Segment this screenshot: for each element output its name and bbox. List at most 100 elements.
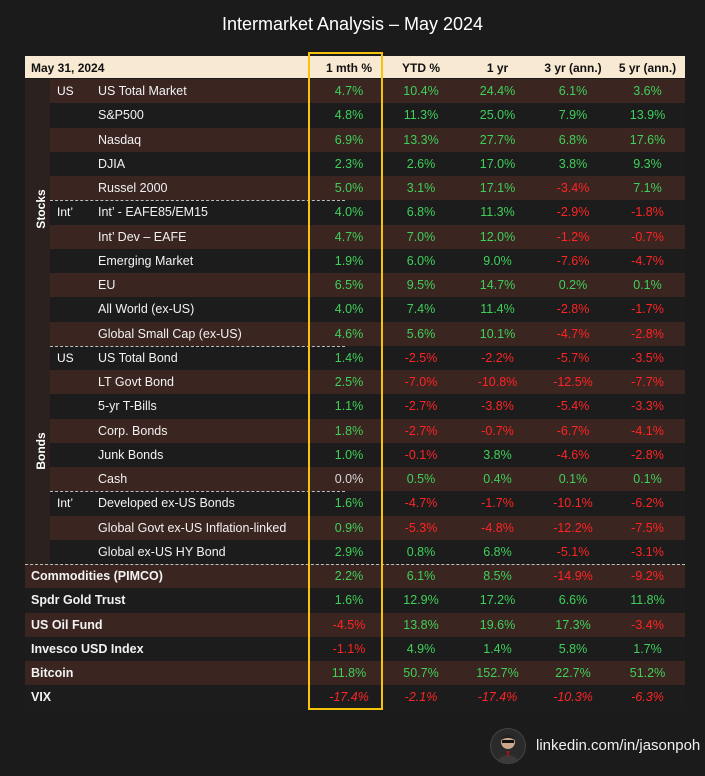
value-cell: 6.1% bbox=[406, 569, 436, 583]
value-cell: -12.5% bbox=[553, 375, 593, 389]
value-cell: -2.9% bbox=[556, 205, 590, 220]
value-cell: 11.4% bbox=[480, 302, 515, 317]
value-cell: 1.6% bbox=[334, 496, 364, 511]
value-cell: 25.0% bbox=[479, 108, 516, 123]
value-cell: -9.2% bbox=[631, 569, 664, 583]
value-cell: -3.3% bbox=[631, 399, 664, 414]
table-row: Int’ Int’ - EAFE85/EM15 4.0% 6.8% 11.3% -2.9%… bbox=[25, 200, 685, 225]
row-region-label: US bbox=[57, 84, 74, 98]
value-cell: 27.7% bbox=[479, 132, 516, 147]
value-cell: -3.1% bbox=[631, 544, 664, 559]
value-cell: 0.9% bbox=[334, 520, 364, 535]
value-cell: 1.0% bbox=[334, 447, 364, 462]
value-cell: -1.7% bbox=[481, 496, 514, 511]
value-cell: 6.9% bbox=[334, 132, 364, 147]
value-cell: -5.1% bbox=[556, 544, 590, 559]
value-cell: -7.6% bbox=[556, 253, 590, 268]
value-cell: 14.7% bbox=[479, 278, 516, 292]
value-cell: -1.2% bbox=[556, 229, 590, 244]
row-asset-name: S&P500 bbox=[98, 108, 144, 123]
value-cell: 6.1% bbox=[558, 84, 588, 98]
value-cell: 7.0% bbox=[406, 229, 436, 244]
value-cell: -2.8% bbox=[631, 326, 664, 341]
value-cell: -5.3% bbox=[404, 520, 438, 535]
value-cell: -2.1% bbox=[404, 690, 438, 705]
value-cell: 11.8% bbox=[630, 593, 665, 608]
value-cell: 3.6% bbox=[633, 84, 662, 98]
row-asset-name: Commodities (PIMCO) bbox=[31, 569, 163, 583]
value-cell: 17.3% bbox=[555, 617, 591, 632]
value-cell: -3.8% bbox=[481, 399, 514, 414]
value-cell: -10.8% bbox=[477, 375, 518, 389]
value-cell: 1.4% bbox=[334, 350, 364, 365]
row-region-label: Int’ bbox=[57, 496, 74, 511]
header-col-5yr: 5 yr (ann.) bbox=[618, 61, 677, 75]
value-cell: -2.5% bbox=[404, 350, 438, 365]
table-row: Corp. Bonds 1.8% -2.7% -0.7% -6.7% -4.1% bbox=[25, 418, 685, 443]
row-region-label: US bbox=[57, 350, 74, 365]
value-cell: -14.9% bbox=[553, 569, 593, 583]
value-cell: 7.9% bbox=[558, 108, 588, 123]
value-cell: -5.7% bbox=[556, 350, 590, 365]
value-cell: 0.4% bbox=[483, 472, 512, 486]
table-row: EU 6.5% 9.5% 14.7% 0.2% 0.1% bbox=[25, 273, 685, 298]
value-cell: 5.8% bbox=[558, 641, 588, 656]
value-cell: 1.4% bbox=[483, 641, 512, 656]
row-separator bbox=[50, 491, 345, 493]
table-row: Nasdaq 6.9% 13.3% 27.7% 6.8% 17.6% bbox=[25, 127, 685, 152]
value-cell: 5.6% bbox=[406, 326, 436, 341]
value-cell: 2.5% bbox=[334, 375, 364, 389]
linkedin-link[interactable]: linkedin.com/in/jasonpoh bbox=[536, 737, 701, 754]
table-row: Russel 2000 5.0% 3.1% 17.1% -3.4% 7.1% bbox=[25, 176, 685, 201]
value-cell: 9.3% bbox=[633, 156, 662, 171]
value-cell: 10.1% bbox=[479, 326, 516, 341]
table-row: Int’ Developed ex-US Bonds 1.6% -4.7% -1.7% -… bbox=[25, 491, 685, 516]
group-label-bonds: Bonds bbox=[34, 432, 48, 470]
value-cell: 17.2% bbox=[479, 593, 516, 608]
value-cell: 5.0% bbox=[334, 181, 364, 195]
value-cell: -7.5% bbox=[631, 520, 664, 535]
value-cell: -17.4% bbox=[477, 690, 518, 705]
row-asset-name: Int’ Dev – EAFE bbox=[98, 229, 187, 244]
value-cell: -5.4% bbox=[556, 399, 590, 414]
value-cell: 3.8% bbox=[483, 447, 512, 462]
row-asset-name: All World (ex-US) bbox=[98, 302, 195, 317]
value-cell: 12.9% bbox=[403, 593, 439, 608]
value-cell: -4.1% bbox=[631, 423, 664, 438]
value-cell: 0.5% bbox=[406, 472, 436, 486]
value-cell: -10.1% bbox=[553, 496, 593, 511]
value-cell: 4.9% bbox=[406, 641, 436, 656]
value-cell: 1.8% bbox=[334, 423, 364, 438]
table-row: S&P500 4.8% 11.3% 25.0% 7.9% 13.9% bbox=[25, 103, 685, 128]
value-cell: 4.7% bbox=[334, 229, 364, 244]
value-cell: 50.7% bbox=[403, 666, 439, 680]
table-header: May 31, 2024 1 mth % YTD % 1 yr 3 yr (an… bbox=[25, 56, 685, 78]
value-cell: 0.0% bbox=[334, 472, 364, 486]
value-cell: 6.0% bbox=[406, 253, 436, 268]
header-col-ytd: YTD % bbox=[401, 61, 440, 75]
value-cell: -3.4% bbox=[556, 181, 590, 195]
value-cell: -1.1% bbox=[332, 641, 366, 656]
table-row: US US Total Market 4.7% 10.4% 24.4% 6.1% 3.6% bbox=[25, 79, 685, 104]
value-cell: -1.8% bbox=[631, 205, 664, 220]
header-col-1yr: 1 yr bbox=[486, 61, 509, 75]
value-cell: 9.0% bbox=[483, 253, 512, 268]
table-row: VIX -17.4% -2.1% -17.4% -10.3% -6.3% bbox=[25, 685, 685, 710]
value-cell: 152.7% bbox=[476, 666, 519, 680]
value-cell: 7.1% bbox=[633, 181, 662, 195]
value-cell: 6.5% bbox=[334, 278, 364, 292]
value-cell: 2.9% bbox=[334, 544, 364, 559]
table-row: Commodities (PIMCO) 2.2% 6.1% 8.5% -14.9% -9.… bbox=[25, 564, 685, 589]
table-row: Cash 0.0% 0.5% 0.4% 0.1% 0.1% bbox=[25, 467, 685, 492]
value-cell: 11.3% bbox=[403, 108, 439, 123]
value-cell: 6.8% bbox=[406, 205, 436, 220]
table-row: Int’ Dev – EAFE 4.7% 7.0% 12.0% -1.2% -0.7% bbox=[25, 224, 685, 249]
value-cell: -6.3% bbox=[631, 690, 664, 705]
row-asset-name: Int’ - EAFE85/EM15 bbox=[98, 205, 208, 220]
value-cell: 13.3% bbox=[403, 132, 439, 147]
value-cell: -2.8% bbox=[631, 447, 664, 462]
value-cell: -1.7% bbox=[631, 302, 664, 317]
header-col-1mth: 1 mth % bbox=[325, 61, 372, 75]
row-region-label: Int’ bbox=[57, 205, 74, 220]
group-label-stocks: Stocks bbox=[34, 189, 48, 229]
